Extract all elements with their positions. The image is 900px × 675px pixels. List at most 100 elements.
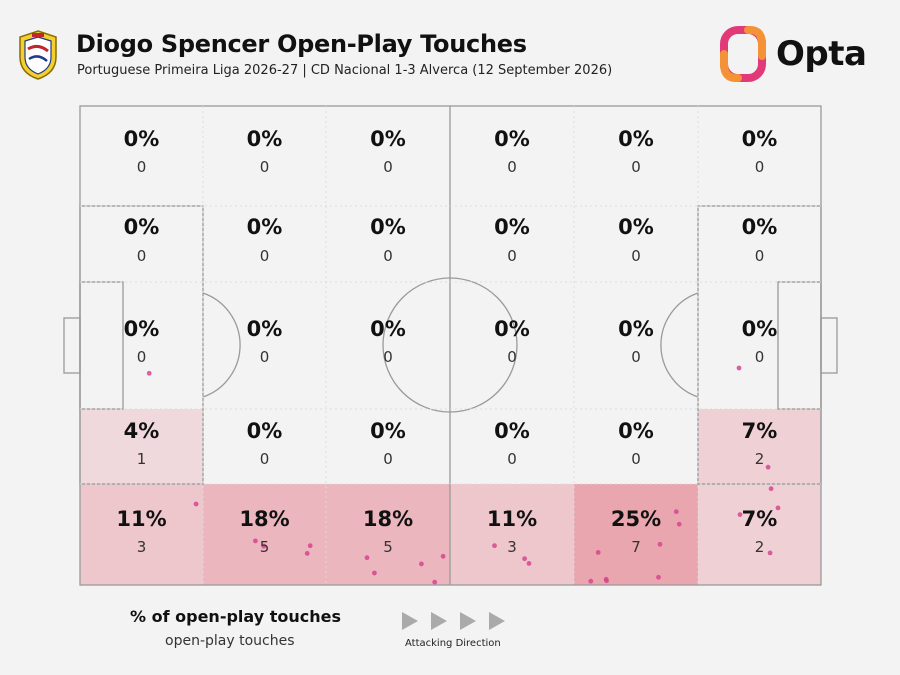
heat-zone — [80, 484, 203, 585]
zone-count-label: 1 — [137, 450, 147, 468]
chart-title: Diogo Spencer Open-Play Touches — [76, 30, 527, 58]
heat-zone — [698, 106, 821, 206]
touch-point — [304, 551, 310, 556]
touch-point — [419, 561, 424, 567]
zone-percent-label: 0% — [370, 127, 406, 151]
zone-count-label: 0 — [137, 158, 147, 176]
heat-zone — [450, 484, 574, 585]
heat-zone — [450, 282, 574, 409]
touch-point — [364, 555, 370, 561]
zone-count-label: 0 — [507, 247, 517, 265]
zone-percent-label: 11% — [487, 507, 537, 531]
touch-point — [146, 370, 152, 376]
zone-count-label: 0 — [383, 158, 393, 176]
zone-percent-label: 4% — [124, 419, 160, 443]
zone-percent-label: 0% — [247, 419, 283, 443]
centre-circle — [382, 277, 518, 413]
zone-count-label: 0 — [260, 348, 270, 366]
zone-percent-label: 0% — [618, 127, 654, 151]
zone-percent-label: 0% — [494, 215, 530, 239]
left-goal — [63, 317, 81, 374]
zone-percent-label: 7% — [742, 507, 778, 531]
zone-percent-label: 0% — [742, 215, 778, 239]
zone-labels: 0% 0 0% 0 0% 0 0% 0 0% 0 0% 0 0% 0 0% 0 0% 0 0% 0 0% 0 0% 0 0% 0 0… — [116, 127, 777, 556]
direction-arrow-icon — [431, 612, 447, 630]
zone-count-label: 5 — [260, 538, 270, 556]
zone-percent-label: 0% — [247, 127, 283, 151]
touch-point — [676, 521, 682, 527]
zone-count-label: 0 — [383, 348, 393, 366]
opta-logo: Opta — [720, 26, 867, 82]
heat-zone — [450, 106, 574, 206]
touch-dots — [146, 365, 781, 585]
zone-percent-label: 0% — [247, 317, 283, 341]
heat-zone — [698, 484, 821, 585]
heat-zone — [203, 484, 326, 585]
touch-point — [261, 543, 267, 549]
touch-point — [432, 579, 438, 585]
heat-zone — [698, 409, 821, 484]
heat-zone — [574, 106, 698, 206]
heat-zone — [574, 484, 698, 585]
team-crest-icon — [19, 30, 57, 80]
attacking-direction-label: Attacking Direction — [405, 638, 501, 649]
zone-percent-label: 0% — [247, 215, 283, 239]
zone-percent-label: 0% — [618, 215, 654, 239]
heat-zone — [326, 282, 450, 409]
zone-count-label: 0 — [260, 247, 270, 265]
heat-zone — [326, 106, 450, 206]
zone-percent-label: 0% — [494, 127, 530, 151]
zone-percent-label: 7% — [742, 419, 778, 443]
zone-grid — [80, 106, 821, 585]
zone-count-label: 0 — [631, 247, 641, 265]
zone-percent-label: 0% — [370, 419, 406, 443]
zone-count-label: 0 — [507, 348, 517, 366]
zone-count-label: 0 — [137, 348, 147, 366]
zone-count-label: 0 — [631, 348, 641, 366]
zone-count-label: 5 — [383, 538, 393, 556]
zone-percent-label: 0% — [494, 317, 530, 341]
zone-count-label: 0 — [507, 450, 517, 468]
direction-arrow-icon — [460, 612, 476, 630]
right-goal — [820, 317, 838, 374]
touch-point — [604, 578, 609, 584]
touch-point — [765, 464, 771, 470]
direction-arrow-icon — [489, 612, 505, 630]
touch-point — [440, 553, 446, 559]
heat-zone — [574, 282, 698, 409]
zone-count-label: 0 — [137, 247, 147, 265]
heat-zone — [80, 106, 203, 206]
zone-percent-label: 0% — [124, 215, 160, 239]
legend-subtitle: open-play touches — [165, 633, 295, 649]
zone-percent-label: 0% — [742, 127, 778, 151]
chart-subtitle: Portuguese Primeira Liga 2026-27 | CD Na… — [77, 63, 613, 78]
touch-point — [767, 550, 773, 556]
touch-point — [372, 570, 377, 576]
zone-percent-label: 18% — [239, 507, 289, 531]
zone-count-label: 2 — [755, 538, 765, 556]
zone-count-label: 0 — [507, 158, 517, 176]
heat-zone — [698, 282, 821, 409]
touch-point — [526, 561, 532, 566]
touch-point — [737, 512, 743, 517]
heat-zone — [203, 282, 326, 409]
attacking-direction-arrows — [402, 612, 505, 630]
touch-point — [595, 550, 601, 555]
heat-zone — [203, 106, 326, 206]
zone-percent-label: 0% — [494, 419, 530, 443]
zone-count-label: 0 — [260, 450, 270, 468]
touch-point — [193, 501, 199, 507]
opta-wordmark: Opta — [776, 34, 867, 74]
zone-percent-label: 25% — [611, 507, 661, 531]
touch-point — [657, 541, 663, 547]
zone-count-label: 0 — [631, 450, 641, 468]
zone-percent-label: 11% — [116, 507, 166, 531]
zone-percent-label: 0% — [618, 419, 654, 443]
touch-point — [775, 505, 781, 511]
heat-zone — [80, 409, 203, 484]
zone-percent-label: 0% — [124, 317, 160, 341]
touch-point — [588, 578, 594, 584]
touch-point — [656, 574, 661, 580]
zone-count-label: 2 — [755, 450, 765, 468]
